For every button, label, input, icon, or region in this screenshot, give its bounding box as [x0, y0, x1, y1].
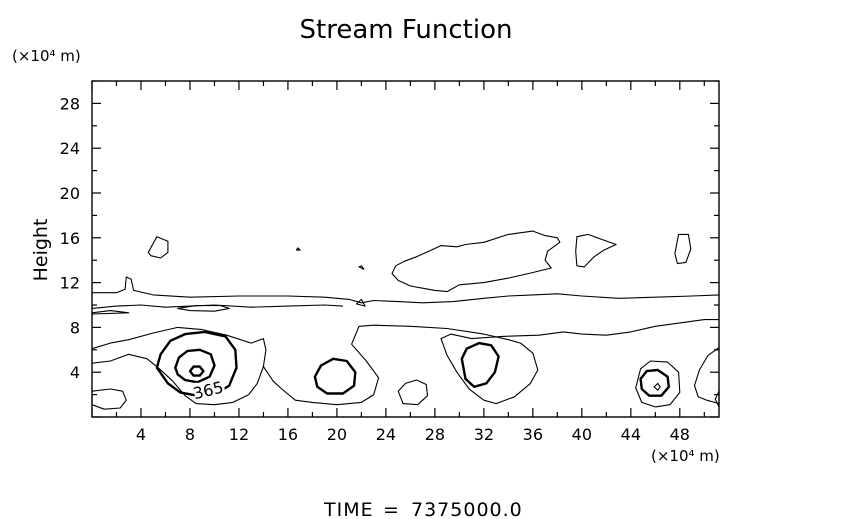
x-tick-label: 8	[185, 425, 195, 444]
contour-line-9	[391, 230, 561, 293]
time-value: 7375000.0	[411, 499, 523, 519]
x-tick-label: 4	[136, 425, 146, 444]
contour-line-22	[188, 365, 205, 377]
contour-line-23	[313, 357, 357, 395]
y-tick-label: 16	[60, 229, 80, 248]
y-tick-labels: 4 8 12 16 20 24 28	[60, 94, 80, 382]
y-tick-label: 4	[70, 363, 80, 382]
time-equals-sign: =	[383, 499, 400, 519]
contour-line-20	[155, 330, 238, 397]
contour-line-11	[674, 233, 692, 265]
y-tick-label: 28	[60, 94, 80, 113]
contour-line-1	[92, 276, 720, 304]
x-tick-label: 20	[327, 425, 347, 444]
contour-line-6	[355, 298, 366, 307]
plot-frame	[91, 80, 720, 418]
time-label: TIME	[323, 499, 374, 519]
contour-line-24	[460, 341, 500, 388]
contour-line-4	[177, 305, 230, 312]
contour-label-background	[194, 382, 225, 398]
contour-line-25	[639, 368, 670, 397]
contour-line-19	[653, 382, 661, 391]
contour-line-12	[91, 319, 719, 406]
x-tick-label: 40	[572, 425, 592, 444]
contour-line-14	[91, 388, 127, 410]
x-tick-label: 12	[229, 425, 249, 444]
contour-line-17	[693, 347, 720, 405]
contour-line-15	[397, 379, 429, 406]
y-tick-label: 24	[60, 139, 80, 158]
x-tick-label: 16	[278, 425, 298, 444]
x-tick-label: 36	[523, 425, 543, 444]
contour-line-16	[635, 360, 681, 408]
x-tick-label: 48	[670, 425, 690, 444]
contour-line-5	[147, 236, 169, 259]
contour-line-10	[575, 233, 617, 268]
x-tick-label: 24	[376, 425, 396, 444]
contour-line-13	[91, 353, 264, 406]
contour-lines	[91, 230, 720, 410]
contour-line-21	[174, 348, 216, 384]
y-tick-label: 8	[70, 318, 80, 337]
x-tick-labels: 4 8 12 16 20 24 28 32 36 40 44 48	[136, 425, 690, 444]
contour-line-8	[358, 265, 365, 270]
y-tick-label: 20	[60, 184, 80, 203]
x-tick-label: 32	[474, 425, 494, 444]
contour-line-3	[91, 310, 130, 315]
x-tick-label: 44	[621, 425, 641, 444]
y-axis-unit-label: (×10⁴ m)	[12, 47, 81, 65]
y-tick-label: 12	[60, 274, 80, 293]
chart-title: Stream Function	[300, 15, 513, 45]
contour-line-7	[295, 247, 301, 251]
axis-ticks	[91, 80, 719, 418]
x-axis-unit-label: (×10⁴ m)	[651, 447, 720, 465]
x-tick-label: 28	[425, 425, 445, 444]
y-axis-label: Height	[30, 219, 52, 282]
